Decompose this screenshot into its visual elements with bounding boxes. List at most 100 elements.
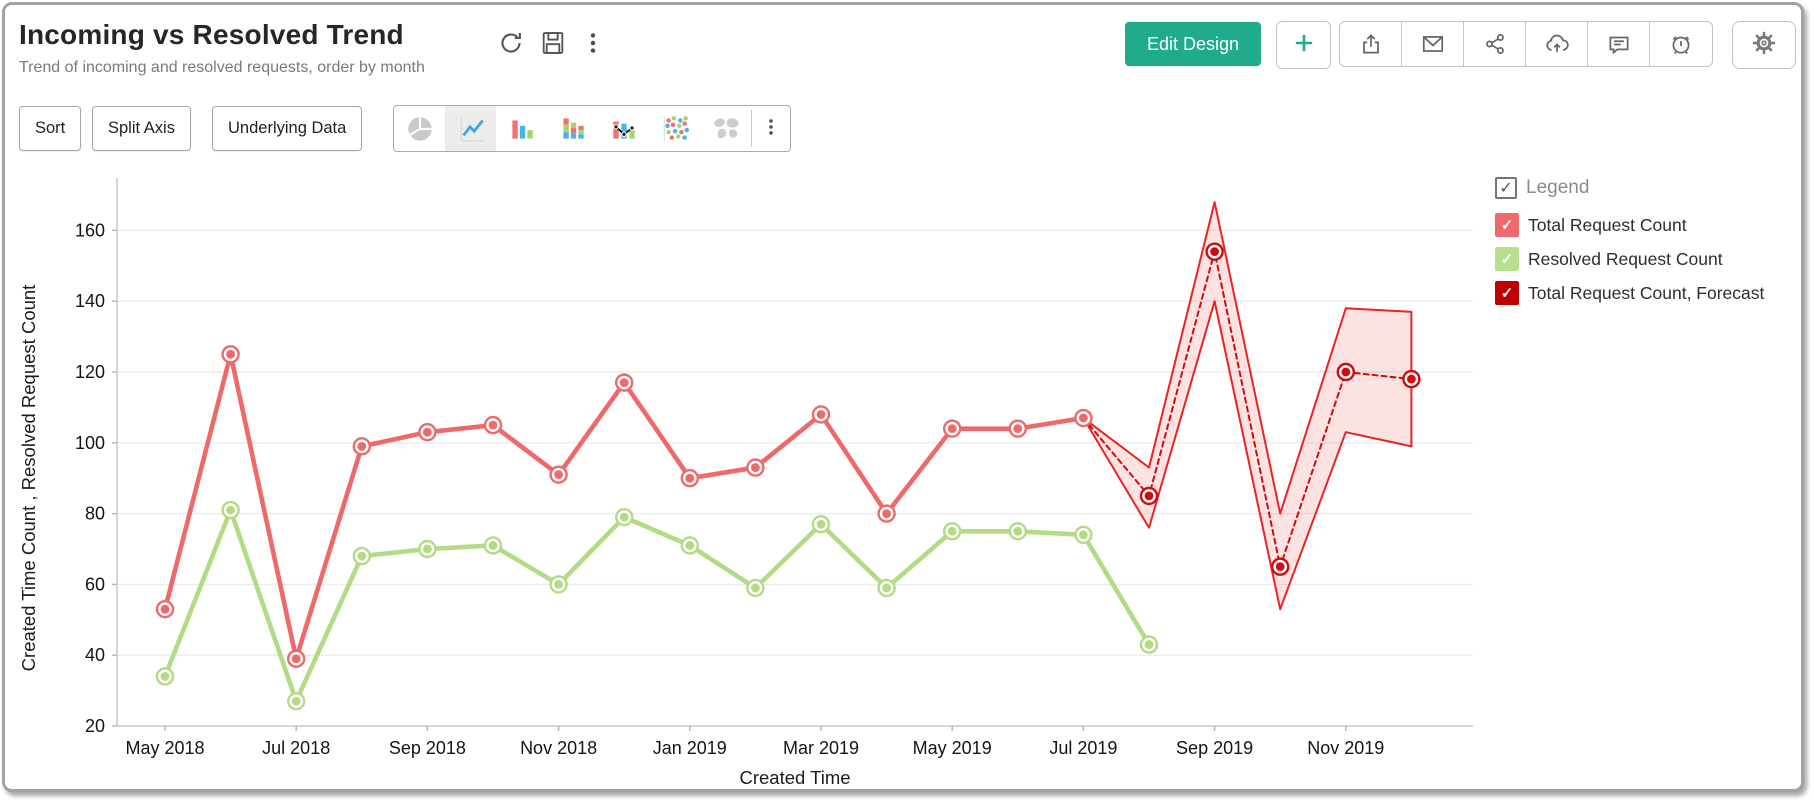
total-data-point[interactable] <box>619 378 629 388</box>
email-button[interactable] <box>1402 22 1464 66</box>
publish-button[interactable] <box>1526 22 1588 66</box>
forecast-data-point[interactable] <box>1341 367 1351 377</box>
total-data-point[interactable] <box>816 410 826 419</box>
underlying-data-button[interactable]: Underlying Data <box>212 106 363 151</box>
resolved-data-point[interactable] <box>423 544 432 554</box>
refresh-icon[interactable] <box>497 29 525 57</box>
legend-swatch-icon: ✓ <box>1495 281 1519 305</box>
chart-legend: ✓ Legend ✓ Total Request Count ✓ Resolved Req… <box>1495 175 1801 315</box>
x-tick-label: Nov 2019 <box>1307 738 1384 758</box>
total-data-point[interactable] <box>291 654 301 664</box>
total-data-point[interactable] <box>423 427 432 437</box>
stacked-bar-chart-icon <box>557 113 589 145</box>
resolved-data-point[interactable] <box>751 583 760 593</box>
legend-item-label: Total Request Count <box>1528 214 1687 235</box>
total-data-point[interactable] <box>160 604 170 614</box>
forecast-confidence-band <box>1082 201 1413 611</box>
x-tick-label: Jan 2019 <box>653 738 727 758</box>
total-data-point[interactable] <box>554 470 563 480</box>
save-icon[interactable] <box>539 29 567 57</box>
resolved-data-point[interactable] <box>488 541 498 550</box>
total-data-point[interactable] <box>488 420 498 430</box>
legend-item-3[interactable]: ✓ Total Request Count, Forecast <box>1495 281 1801 305</box>
x-tick-label: Sep 2019 <box>1176 738 1253 758</box>
forecast-data-point[interactable] <box>1144 491 1154 501</box>
chart-type-map[interactable] <box>700 106 751 151</box>
resolved-data-point[interactable] <box>291 696 301 706</box>
forecast-data-point[interactable] <box>1275 562 1285 572</box>
checkbox-checked-icon: ✓ <box>1495 177 1517 199</box>
y-tick-label: 60 <box>85 574 105 594</box>
add-button[interactable] <box>1276 21 1331 69</box>
settings-button[interactable] <box>1732 21 1796 69</box>
app-window: Incoming vs Resolved Trend Trend of inco… <box>2 2 1804 792</box>
total-data-point[interactable] <box>882 509 891 518</box>
legend-swatch-icon: ✓ <box>1495 247 1519 271</box>
chart-type-bar[interactable] <box>496 106 547 151</box>
legend-item-1[interactable]: ✓ Total Request Count <box>1495 213 1801 237</box>
resolved-data-point[interactable] <box>685 541 695 550</box>
total-data-point[interactable] <box>1079 413 1088 423</box>
page-subtitle: Trend of incoming and resolved requests,… <box>19 59 425 76</box>
y-tick-label: 160 <box>75 220 105 240</box>
forecast-data-point[interactable] <box>1407 374 1416 384</box>
x-tick-label: Mar 2019 <box>783 738 859 758</box>
gear-icon <box>1750 29 1778 62</box>
resolved-data-point[interactable] <box>1013 526 1023 536</box>
chart-type-line[interactable] <box>445 106 496 151</box>
map-chart-icon <box>710 113 742 145</box>
combo-chart-icon <box>608 113 640 145</box>
y-tick-label: 20 <box>85 716 105 736</box>
total-data-point[interactable] <box>357 441 367 451</box>
divider <box>751 110 752 147</box>
resolved-data-point[interactable] <box>816 519 826 529</box>
legend-item-label: Total Request Count, Forecast <box>1528 282 1765 303</box>
share-button[interactable] <box>1464 22 1526 66</box>
legend-item-label: Resolved Request Count <box>1528 248 1723 269</box>
legend-master-toggle[interactable]: ✓ Legend <box>1495 175 1801 201</box>
forecast-series-line <box>1082 250 1413 568</box>
comment-button[interactable] <box>1588 22 1650 66</box>
forecast-data-point[interactable] <box>1210 247 1219 257</box>
total-data-point[interactable] <box>947 424 957 434</box>
total-data-point[interactable] <box>1013 424 1023 434</box>
chart-type-stacked-bar[interactable] <box>547 106 598 151</box>
legend-master-label: Legend <box>1526 177 1590 198</box>
line-chart-icon <box>455 113 487 145</box>
share-icon <box>1482 31 1508 57</box>
page-title: Incoming vs Resolved Trend <box>19 19 404 50</box>
split-axis-button[interactable]: Split Axis <box>92 106 191 151</box>
edit-design-button[interactable]: Edit Design <box>1125 22 1261 66</box>
alert-button[interactable] <box>1650 22 1712 66</box>
legend-item-2[interactable]: ✓ Resolved Request Count <box>1495 247 1801 271</box>
plus-icon <box>1291 30 1317 61</box>
resolved-data-point[interactable] <box>1079 530 1088 540</box>
comment-icon <box>1606 31 1632 57</box>
resolved-data-point[interactable] <box>947 526 957 536</box>
resolved-data-point[interactable] <box>619 512 629 522</box>
resolved-data-point[interactable] <box>226 505 236 515</box>
total-data-point[interactable] <box>226 349 236 359</box>
y-tick-label: 140 <box>75 291 105 311</box>
chart-type-more-button[interactable] <box>752 106 790 151</box>
sort-button[interactable]: Sort <box>19 106 82 151</box>
kebab-menu-icon[interactable] <box>579 29 607 57</box>
resolved-data-point[interactable] <box>160 672 170 681</box>
chart-type-selector <box>393 105 791 152</box>
total-series-line <box>162 352 1086 662</box>
x-tick-label: Jul 2019 <box>1049 738 1117 758</box>
chart-type-scatter[interactable] <box>649 106 700 151</box>
x-tick-label: Nov 2018 <box>520 738 597 758</box>
chart-type-combo[interactable] <box>598 106 649 151</box>
chart-type-pie[interactable] <box>394 106 445 151</box>
resolved-data-point[interactable] <box>1144 640 1154 649</box>
total-data-point[interactable] <box>685 473 695 483</box>
total-data-point[interactable] <box>751 463 760 472</box>
resolved-data-point[interactable] <box>554 580 563 589</box>
resolved-data-point[interactable] <box>882 583 891 593</box>
resolved-data-point[interactable] <box>357 551 367 561</box>
trend-chart: 20 40 60 80 100 120 140 160 May 2018 Jul 2018 Sep … <box>18 178 1473 788</box>
alert-icon <box>1668 31 1694 57</box>
export-button[interactable] <box>1340 22 1402 66</box>
scatter-chart-icon <box>659 113 691 145</box>
